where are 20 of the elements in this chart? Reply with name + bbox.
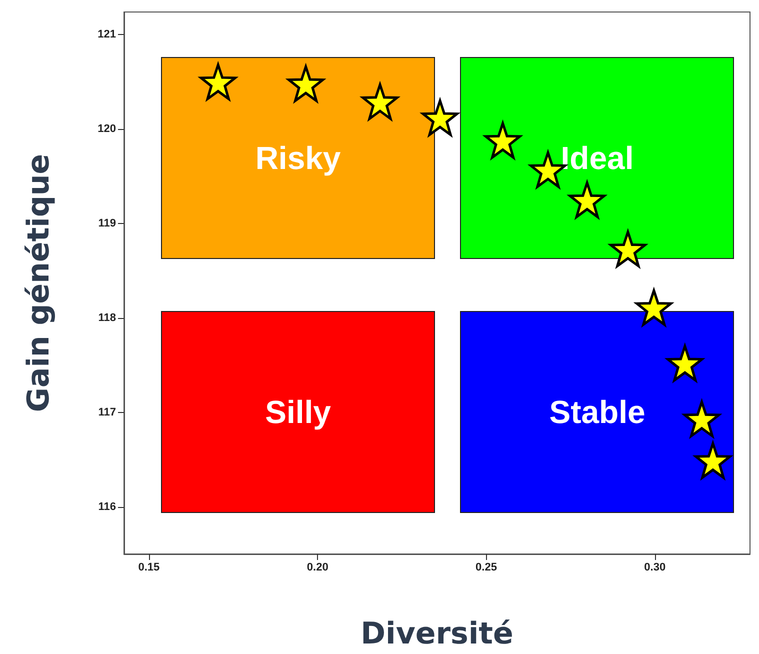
y-tick-label: 118 — [98, 312, 116, 324]
annotation: Risky — [255, 140, 341, 177]
y-tick-label: 116 — [98, 500, 116, 513]
quadrant-panel: Silly — [160, 311, 436, 514]
x-axis-title: Diversité — [360, 616, 514, 652]
quadrant-panel: Risky — [160, 57, 436, 260]
x-tick-label: 0.15 — [138, 562, 160, 574]
quadrant-panel: Ideal — [460, 57, 734, 260]
x-tick-label: 0.25 — [476, 562, 497, 574]
annotation: Silly — [265, 394, 331, 431]
x-tick-label: 0.30 — [644, 562, 666, 574]
y-tick-label: 117 — [98, 406, 116, 418]
y-axis-title: Gain génétique — [22, 154, 56, 412]
x-tick-label: 0.20 — [306, 562, 328, 574]
annotation: Ideal — [560, 140, 634, 177]
y-tick-label: 120 — [98, 123, 116, 136]
y-tick-label: 119 — [98, 218, 116, 230]
quadrant-panel: Stable — [460, 311, 734, 514]
annotation: Stable — [549, 394, 646, 431]
y-tick-label: 121 — [98, 28, 116, 41]
